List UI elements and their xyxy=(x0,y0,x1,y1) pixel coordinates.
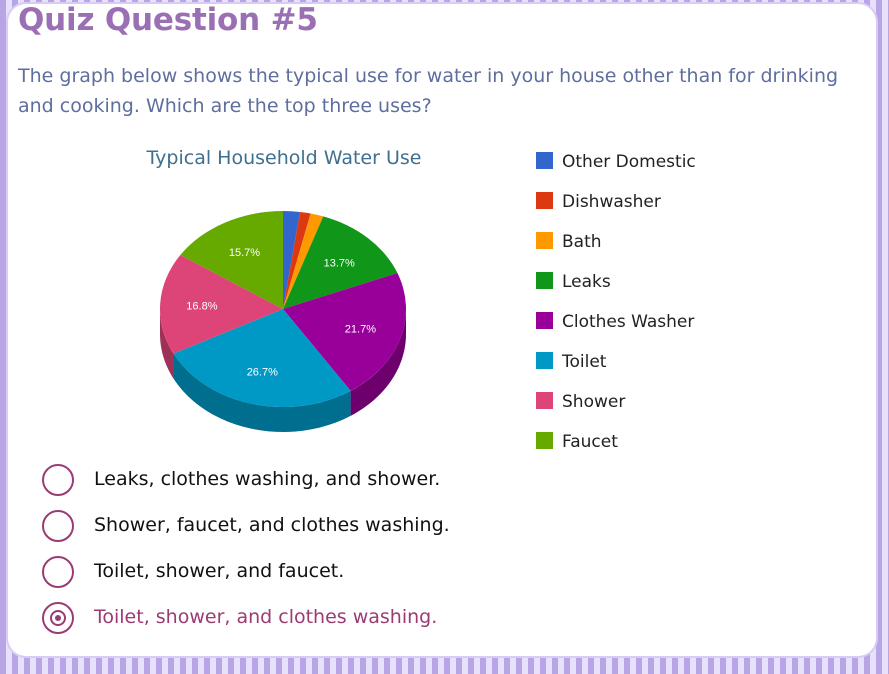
answer-option[interactable]: Toilet, shower, and faucet. xyxy=(42,556,642,592)
pie-slice xyxy=(283,211,311,309)
answer-option[interactable]: Leaks, clothes washing, and shower. xyxy=(42,464,642,500)
pie-slice xyxy=(283,273,407,391)
pie-slice xyxy=(283,216,398,309)
legend-swatch xyxy=(536,232,553,249)
pie-labels: 13.7% 21.7% 26.7% 16.8% 15.7% xyxy=(186,247,376,379)
radio-button[interactable] xyxy=(42,464,74,496)
legend-swatch xyxy=(536,392,553,409)
legend-label: Clothes Washer xyxy=(562,312,695,332)
radio-button[interactable] xyxy=(42,602,74,634)
answer-option-label: Shower, faucet, and clothes washing. xyxy=(94,514,450,536)
answer-option[interactable]: Shower, faucet, and clothes washing. xyxy=(42,510,642,546)
answer-option-label: Toilet, shower, and clothes washing. xyxy=(94,606,438,628)
pie-slice xyxy=(173,309,351,408)
legend-swatch xyxy=(536,432,553,449)
legend-label: Dishwasher xyxy=(562,192,661,212)
pie-value-label: 26.7% xyxy=(247,367,278,379)
answer-option-label: Leaks, clothes washing, and shower. xyxy=(94,468,441,490)
pie-value-label: 21.7% xyxy=(345,324,376,336)
pie-slice xyxy=(180,211,283,309)
legend-label: Toilet xyxy=(562,352,607,372)
pie-slice xyxy=(283,211,300,309)
pie-value-label: 16.8% xyxy=(186,300,217,312)
radio-button[interactable] xyxy=(42,556,74,588)
chart-title: Typical Household Water Use xyxy=(146,147,422,169)
pie-slice xyxy=(159,255,283,354)
radio-button[interactable] xyxy=(42,510,74,542)
legend-swatch xyxy=(536,272,553,289)
legend-swatch xyxy=(536,152,553,169)
answer-option[interactable]: Toilet, shower, and clothes washing. xyxy=(42,602,642,638)
legend-label: Bath xyxy=(562,232,602,252)
legend-label: Faucet xyxy=(562,432,618,452)
pie-slice-side xyxy=(350,309,406,416)
pie-value-label: 15.7% xyxy=(229,247,260,259)
radio-selected-dot xyxy=(50,610,66,626)
pie-chart: 13.7% 21.7% 26.7% 16.8% 15.7% xyxy=(159,211,407,432)
pie-slice-side xyxy=(160,309,174,379)
legend-label: Shower xyxy=(562,392,626,412)
legend-swatch xyxy=(536,312,553,329)
pie-top xyxy=(159,211,407,408)
legend-swatch xyxy=(536,352,553,369)
pie-sides xyxy=(160,309,406,432)
legend-label: Leaks xyxy=(562,272,611,292)
legend-label: Other Domestic xyxy=(562,152,696,172)
answer-option-label: Toilet, shower, and faucet. xyxy=(94,560,345,582)
question-text: The graph below shows the typical use fo… xyxy=(18,65,839,117)
quiz-panel xyxy=(8,4,876,656)
pie-slice-side xyxy=(173,353,351,432)
legend-swatch xyxy=(536,192,553,209)
quiz-title: Quiz Question #5 xyxy=(18,2,318,38)
pie-slice xyxy=(283,213,324,309)
pie-value-label: 13.7% xyxy=(324,257,355,269)
